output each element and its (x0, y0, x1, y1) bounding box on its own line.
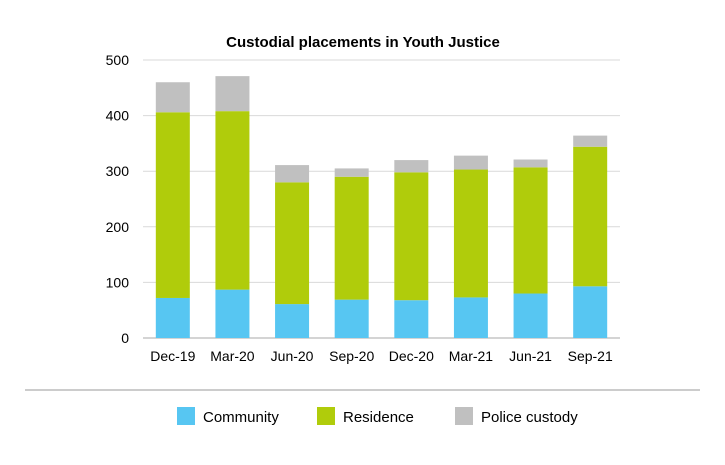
bar-residence (394, 172, 429, 301)
bar-residence (155, 112, 190, 298)
bar-residence (573, 146, 608, 287)
bar-residence (334, 176, 369, 300)
chart-title: Custodial placements in Youth Justice (226, 34, 500, 51)
legend: Community Residence Police custody (177, 407, 578, 426)
x-tick-label: Mar-21 (449, 348, 494, 364)
x-tick-label: Dec-19 (150, 348, 195, 364)
bar-community (513, 293, 548, 338)
bar-police-custody (155, 82, 190, 113)
bar-residence (513, 167, 548, 294)
bar-community (155, 297, 190, 338)
legend-swatch (317, 407, 335, 425)
legend-label: Residence (343, 409, 414, 426)
bar-community (573, 286, 608, 338)
bar-police-custody (573, 135, 608, 147)
legend-label: Community (203, 409, 279, 426)
y-tick-label: 300 (106, 163, 130, 179)
bar-police-custody (513, 159, 548, 168)
y-tick-label: 200 (106, 219, 130, 235)
bar-residence (215, 111, 250, 290)
bar-community (275, 304, 310, 338)
y-tick-label: 500 (106, 52, 130, 68)
bar-community (215, 289, 250, 338)
legend-label: Police custody (481, 409, 578, 426)
x-tick-label: Jun-21 (509, 348, 552, 364)
bar-police-custody (275, 165, 310, 183)
x-tick-label: Jun-20 (271, 348, 314, 364)
grid-lines (143, 59, 620, 339)
y-axis-ticks: 0 100 200 300 400 500 (106, 52, 130, 346)
x-tick-label: Mar-20 (210, 348, 255, 364)
bar-residence (275, 182, 310, 305)
bar-police-custody (453, 155, 488, 170)
x-tick-label: Dec-20 (389, 348, 434, 364)
x-tick-label: Sep-21 (568, 348, 613, 364)
y-tick-label: 0 (121, 330, 129, 346)
bar-residence (453, 169, 488, 298)
y-tick-label: 400 (106, 108, 130, 124)
bar-community (334, 299, 369, 338)
bar-police-custody (215, 76, 250, 112)
bar-police-custody (334, 168, 369, 177)
legend-swatch (177, 407, 195, 425)
bar-community (394, 300, 429, 338)
x-tick-label: Sep-20 (329, 348, 374, 364)
x-axis-ticks: Dec-19 Mar-20 Jun-20 Sep-20 Dec-20 Mar-21 Jun-… (150, 348, 613, 364)
bars (155, 76, 608, 338)
bar-police-custody (394, 160, 429, 173)
legend-swatch (455, 407, 473, 425)
bar-community (453, 297, 488, 338)
y-tick-label: 100 (106, 274, 130, 290)
